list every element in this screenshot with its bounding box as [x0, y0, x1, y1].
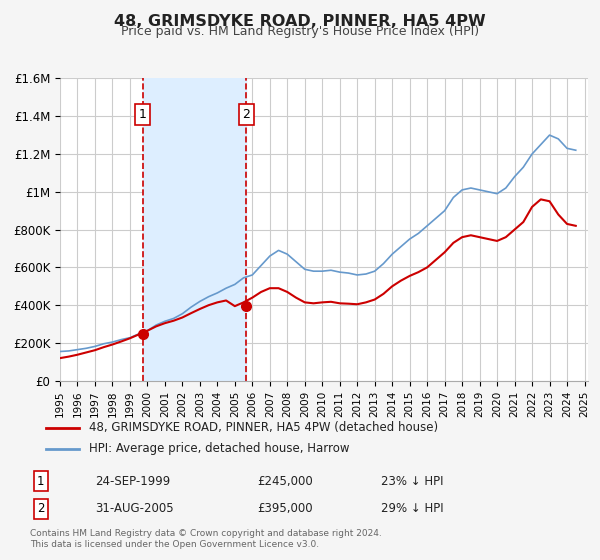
Text: 1: 1	[37, 475, 44, 488]
Text: £245,000: £245,000	[257, 475, 313, 488]
Text: 48, GRIMSDYKE ROAD, PINNER, HA5 4PW: 48, GRIMSDYKE ROAD, PINNER, HA5 4PW	[114, 14, 486, 29]
Text: Price paid vs. HM Land Registry's House Price Index (HPI): Price paid vs. HM Land Registry's House …	[121, 25, 479, 38]
Text: 24-SEP-1999: 24-SEP-1999	[95, 475, 170, 488]
Text: 48, GRIMSDYKE ROAD, PINNER, HA5 4PW (detached house): 48, GRIMSDYKE ROAD, PINNER, HA5 4PW (det…	[89, 421, 439, 434]
Text: HPI: Average price, detached house, Harrow: HPI: Average price, detached house, Harr…	[89, 442, 350, 455]
Text: £395,000: £395,000	[257, 502, 313, 515]
Bar	[143, 78, 247, 381]
Text: 31-AUG-2005: 31-AUG-2005	[95, 502, 173, 515]
Text: 2: 2	[37, 502, 44, 515]
Text: Contains HM Land Registry data © Crown copyright and database right 2024.
This d: Contains HM Land Registry data © Crown c…	[30, 529, 382, 549]
Text: 29% ↓ HPI: 29% ↓ HPI	[381, 502, 443, 515]
Text: 23% ↓ HPI: 23% ↓ HPI	[381, 475, 443, 488]
Text: 1: 1	[139, 108, 146, 121]
Text: 2: 2	[242, 108, 250, 121]
